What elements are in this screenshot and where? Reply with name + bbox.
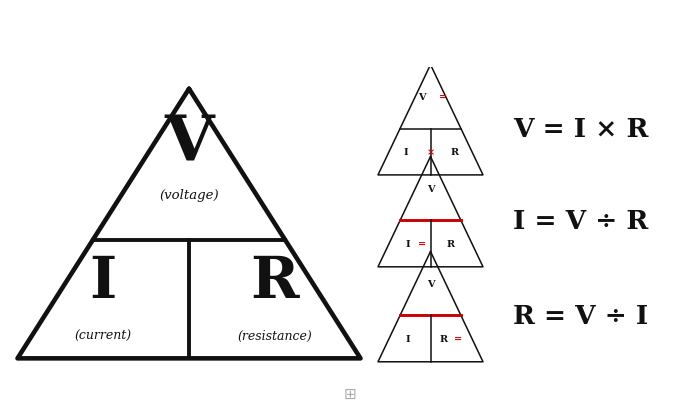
Text: R: R [439,334,447,343]
Text: ⊞: ⊞ [344,386,356,401]
Text: R: R [446,240,454,249]
Text: (resistance): (resistance) [237,330,312,342]
Text: (current): (current) [75,330,132,342]
Text: R = V ÷ I: R = V ÷ I [513,303,649,328]
Text: V = I × R: V = I × R [513,117,649,142]
Text: V: V [419,93,426,102]
Text: I: I [406,334,410,343]
Text: ×: × [426,148,435,157]
Text: =: = [418,240,426,249]
Text: (voltage): (voltage) [159,189,219,202]
Text: R: R [251,253,299,309]
Text: V: V [164,113,214,174]
Text: I: I [406,240,410,249]
Text: V: V [427,185,434,194]
Text: V: V [427,279,434,288]
Text: Ohm’s Law Triangle: Ohm’s Law Triangle [160,15,540,53]
Text: =: = [454,334,463,343]
Text: I: I [90,253,117,309]
Text: I: I [404,148,408,157]
Text: =: = [439,93,447,102]
Text: R: R [451,148,459,157]
Text: I = V ÷ R: I = V ÷ R [513,209,649,233]
